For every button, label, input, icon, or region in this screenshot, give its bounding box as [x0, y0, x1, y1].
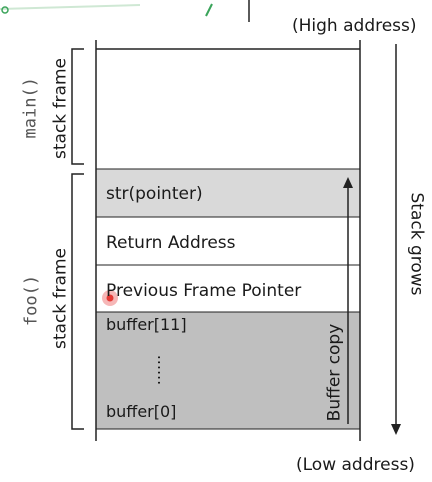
str-pointer-text: str(pointer) — [106, 184, 203, 204]
main-func-label: main() — [20, 77, 41, 139]
low-address-label: (Low address) — [296, 455, 415, 475]
buffer-bottom-text: buffer[0] — [106, 402, 177, 421]
main-frame-bracket — [71, 48, 84, 165]
foo-func-label: foo() — [21, 274, 42, 327]
stack-grows-label: Stack grows — [406, 192, 427, 296]
annotation-dot — [1, 6, 9, 14]
annotation-slash — [205, 3, 213, 17]
buffer-dots-text: ...... — [145, 354, 164, 386]
buffer-top-text: buffer[11] — [106, 315, 187, 334]
stack-grows-arrowhead — [391, 424, 401, 435]
foo-frame-bracket — [71, 173, 84, 430]
previous-frame-pointer-text: Previous Frame Pointer — [106, 281, 302, 301]
buffer-copy-arrowhead — [343, 177, 353, 188]
high-address-label: (High address) — [292, 16, 417, 36]
cell-buffer — [95, 311, 361, 430]
cell-str-pointer — [95, 168, 361, 218]
cell-return-address — [95, 216, 361, 266]
main-stack-frame-label: stack frame — [50, 58, 71, 159]
cursor-dot — [106, 294, 114, 302]
annotation-stroke — [0, 4, 141, 10]
foo-stack-frame-label: stack frame — [50, 248, 71, 349]
return-address-text: Return Address — [106, 233, 236, 253]
buffer-copy-label: Buffer copy — [324, 323, 345, 422]
